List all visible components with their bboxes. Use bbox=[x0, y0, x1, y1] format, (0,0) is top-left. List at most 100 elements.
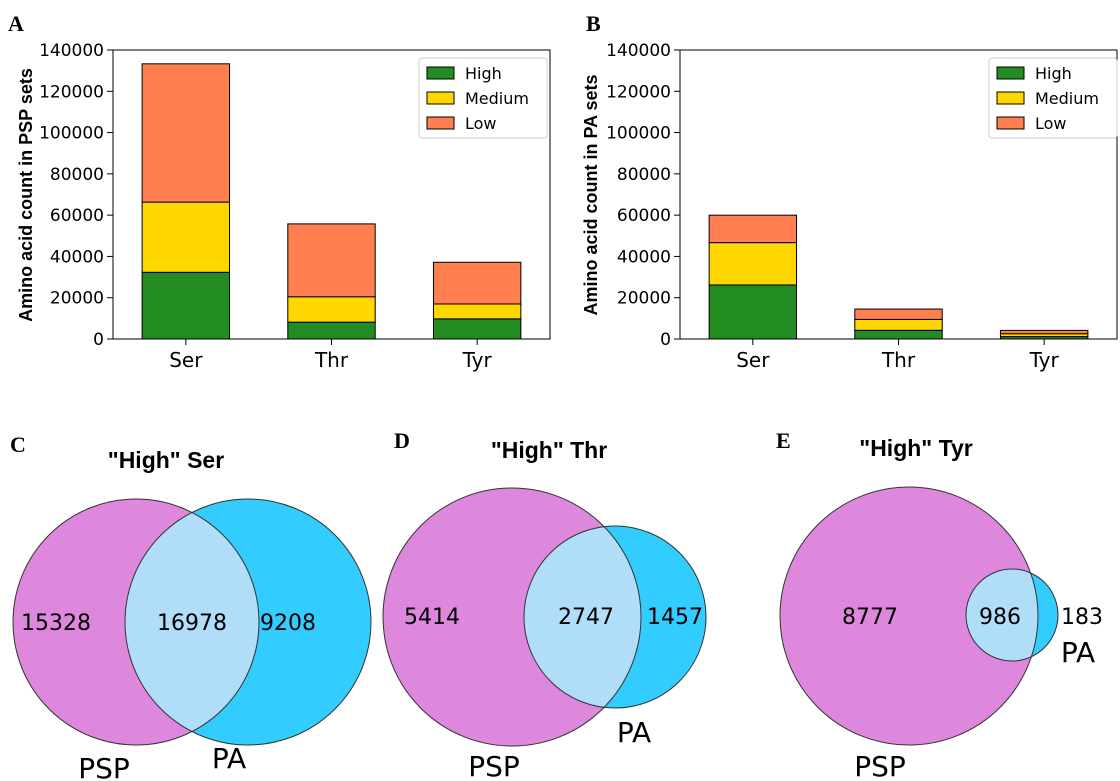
venn-count-overlap-c: 16978 bbox=[157, 611, 227, 636]
set-label-psp-d: PSP bbox=[468, 750, 520, 781]
y-axis-title-a: Amino acid count in PSP sets bbox=[16, 68, 36, 322]
set-label-pa-c: PA bbox=[212, 742, 246, 775]
venn-count-pa-only-d: 1457 bbox=[647, 605, 703, 630]
y-ticks-b: 0 20000 40000 60000 80000 100000 120000 140000 bbox=[606, 41, 680, 350]
bar-b-ser-medium bbox=[708, 242, 798, 286]
venn-count-pa-only-e: 183 bbox=[1061, 605, 1103, 630]
venn-outline-pa-d bbox=[523, 525, 707, 709]
y-tick-label: 140000 bbox=[606, 41, 671, 61]
bar-a-ser-medium bbox=[141, 201, 231, 273]
venn-overlap-c bbox=[125, 499, 259, 745]
venn-set-psp-e bbox=[780, 487, 1038, 745]
x-tick-label: Thr bbox=[881, 348, 916, 372]
venn-title-d: "High" Thr bbox=[491, 437, 607, 463]
bar-a-thr-medium bbox=[287, 296, 376, 323]
y-tick-label: 80000 bbox=[50, 165, 104, 185]
bar-a-thr-high bbox=[287, 321, 376, 340]
y-tick-label: 60000 bbox=[617, 206, 671, 226]
legend-swatch-low bbox=[996, 116, 1025, 130]
venn-outline-pa-c bbox=[124, 498, 372, 746]
venn-overlap-d bbox=[524, 526, 641, 708]
legend-swatch-medium bbox=[426, 91, 455, 105]
legend-b: High Medium Low bbox=[988, 57, 1118, 139]
venn-panel-e: E "High" Tyr 8777 986 183 PSP PA bbox=[776, 428, 1103, 781]
bar-b-ser-low bbox=[708, 214, 798, 244]
bar-a-ser-high bbox=[141, 271, 231, 340]
plot-frame-b bbox=[679, 49, 1118, 340]
panel-label-b: B bbox=[586, 11, 601, 36]
set-label-psp-c: PSP bbox=[78, 752, 130, 781]
panel-label-d: D bbox=[394, 428, 410, 453]
y-axis-title-b: Amino acid count in PA sets bbox=[581, 74, 601, 315]
y-tick-label: 100000 bbox=[39, 124, 104, 144]
set-label-psp-e: PSP bbox=[854, 750, 906, 781]
bar-chart-panel-b: B Amino acid count in PA sets 0 20000 4000… bbox=[581, 11, 1118, 372]
bar-a-ser-low bbox=[141, 63, 231, 203]
venn-panel-c: C "High" Ser 15328 16978 9208 PSP PA bbox=[10, 432, 372, 781]
x-tick-label: Ser bbox=[736, 348, 770, 372]
x-ticks-b: Ser Thr Tyr bbox=[736, 339, 1060, 372]
bars-a bbox=[141, 63, 522, 340]
venn-count-overlap-e: 986 bbox=[979, 605, 1021, 630]
venn-outline-psp-c bbox=[12, 498, 260, 746]
venn-count-pa-only-c: 9208 bbox=[260, 611, 316, 636]
y-tick-label: 0 bbox=[93, 330, 104, 350]
venn-count-psp-only-d: 5414 bbox=[404, 605, 460, 630]
x-tick-label: Tyr bbox=[1029, 348, 1060, 372]
venn-outline-psp-e bbox=[779, 486, 1039, 746]
x-tick-label: Tyr bbox=[462, 348, 493, 372]
plot-frame-a bbox=[112, 49, 551, 340]
legend-label-low: Low bbox=[465, 114, 497, 133]
bar-a-thr-low bbox=[287, 223, 376, 298]
bar-a-tyr-high bbox=[432, 318, 522, 340]
bar-a-tyr-low bbox=[432, 261, 522, 305]
y-tick-label: 140000 bbox=[39, 41, 104, 61]
bar-chart-panel-a: A Amino acid count in PSP sets 0 20000 400… bbox=[8, 11, 551, 372]
x-tick-label: Thr bbox=[314, 348, 349, 372]
venn-title-e: "High" Tyr bbox=[859, 435, 972, 461]
y-tick-label: 120000 bbox=[606, 82, 671, 102]
legend-label-high: High bbox=[1035, 64, 1072, 83]
legend-swatch-high bbox=[426, 66, 455, 80]
bar-b-ser-high bbox=[708, 284, 798, 340]
legend-label-high: High bbox=[465, 64, 502, 83]
venn-title-c: "High" Ser bbox=[108, 447, 224, 473]
venn-outline-pa-e bbox=[965, 568, 1059, 662]
venn-count-overlap-d: 2747 bbox=[558, 605, 614, 630]
legend-swatch-medium bbox=[996, 91, 1025, 105]
y-tick-label: 40000 bbox=[617, 247, 671, 267]
panel-label-e: E bbox=[776, 428, 791, 453]
legend-label-medium: Medium bbox=[465, 89, 529, 108]
bars-b bbox=[708, 214, 1089, 340]
y-tick-label: 60000 bbox=[50, 206, 104, 226]
bar-b-thr-low bbox=[854, 308, 943, 320]
bar-b-tyr-low bbox=[999, 329, 1089, 335]
y-tick-label: 20000 bbox=[50, 289, 104, 309]
legend-a: High Medium Low bbox=[418, 57, 548, 139]
x-ticks-a: Ser Thr Tyr bbox=[169, 339, 493, 372]
y-tick-label: 40000 bbox=[50, 247, 104, 267]
panel-label-a: A bbox=[8, 11, 24, 36]
venn-outline-psp-d bbox=[382, 487, 642, 747]
bar-b-thr-medium bbox=[854, 318, 943, 331]
bar-b-thr-high bbox=[854, 329, 943, 340]
set-label-pa-e: PA bbox=[1061, 636, 1095, 669]
legend-label-low: Low bbox=[1035, 114, 1067, 133]
venn-count-psp-only-c: 15328 bbox=[21, 611, 91, 636]
y-ticks-a: 0 20000 40000 60000 80000 100000 120000 140000 bbox=[39, 41, 113, 350]
legend-label-medium: Medium bbox=[1035, 89, 1099, 108]
y-tick-label: 120000 bbox=[39, 82, 104, 102]
set-label-pa-d: PA bbox=[617, 716, 651, 749]
venn-count-psp-only-e: 8777 bbox=[842, 605, 898, 630]
y-tick-label: 80000 bbox=[617, 165, 671, 185]
panel-label-c: C bbox=[10, 432, 26, 457]
venn-panel-d: D "High" Thr 5414 2747 1457 PSP PA bbox=[382, 428, 707, 781]
legend-swatch-low bbox=[426, 116, 455, 130]
y-tick-label: 100000 bbox=[606, 124, 671, 144]
y-tick-label: 0 bbox=[660, 330, 671, 350]
bar-a-tyr-medium bbox=[432, 303, 522, 320]
y-tick-label: 20000 bbox=[617, 289, 671, 309]
legend-swatch-high bbox=[996, 66, 1025, 80]
x-tick-label: Ser bbox=[169, 348, 203, 372]
